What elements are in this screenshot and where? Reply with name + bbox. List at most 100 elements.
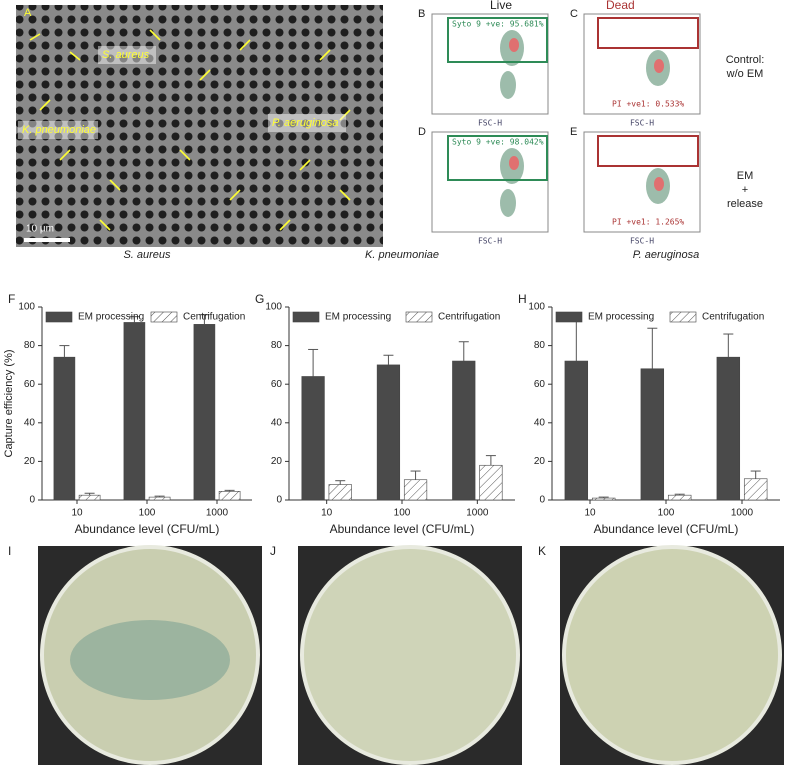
- y-tick-label: 80: [24, 340, 36, 351]
- y-tick-label: 20: [534, 456, 546, 467]
- flow-plot: [431, 131, 549, 233]
- panel-label: F: [8, 292, 15, 306]
- y-tick-label: 40: [534, 417, 546, 428]
- flow-plot: [583, 131, 701, 233]
- legend-swatch: [292, 311, 320, 323]
- plate-photo: [38, 545, 262, 765]
- bar: [452, 360, 476, 501]
- bar: [193, 324, 216, 501]
- row-label: Control:: [726, 54, 765, 66]
- column-label: Live: [490, 0, 512, 12]
- row-label: release: [727, 198, 763, 210]
- bar: [591, 497, 616, 501]
- y-tick-label: 0: [29, 495, 35, 506]
- legend-label: Centrifugation: [702, 312, 764, 323]
- bar: [667, 494, 692, 501]
- y-tick-label: 100: [18, 302, 35, 313]
- annotation: S. aureus: [102, 49, 150, 61]
- bar: [376, 364, 401, 501]
- bar: [123, 322, 146, 501]
- x-tick-label: 10: [584, 508, 596, 519]
- legend-swatch: [555, 311, 583, 323]
- legend-swatch: [669, 311, 697, 323]
- panel-label: B: [418, 8, 425, 20]
- bar: [218, 491, 241, 501]
- row-label: w/o EM: [726, 68, 764, 80]
- bar: [328, 484, 352, 501]
- column-label: Dead: [606, 0, 635, 12]
- y-tick-label: 40: [271, 417, 283, 428]
- chart-title: K. pneumoniae: [365, 249, 439, 261]
- gate-label: Syto 9 +ve: 98.042%: [452, 138, 544, 147]
- panel-label: C: [570, 8, 578, 20]
- x-tick-label: 1000: [206, 508, 229, 519]
- x-tick-label: 100: [394, 508, 411, 519]
- y-tick-label: 60: [271, 379, 283, 390]
- chart-title: S. aureus: [123, 249, 171, 261]
- y-tick-label: 40: [24, 417, 36, 428]
- y-tick-label: 100: [528, 302, 545, 313]
- y-tick-label: 0: [539, 495, 545, 506]
- panel-label: J: [270, 544, 276, 558]
- plate-photo: [298, 545, 522, 765]
- y-tick-label: 20: [24, 456, 36, 467]
- legend-swatch: [45, 311, 73, 323]
- bar: [743, 478, 768, 501]
- legend-label: EM processing: [588, 312, 654, 323]
- flow-plot: [431, 13, 549, 115]
- legend-label: Centrifugation: [183, 312, 245, 323]
- legend-label: EM processing: [325, 312, 391, 323]
- gate-label: Syto 9 +ve: 95.681%: [452, 20, 544, 29]
- chart-title: P. aeruginosa: [633, 249, 699, 261]
- x-tick-label: 100: [139, 508, 156, 519]
- axis-label: FSC-H: [478, 237, 502, 246]
- x-tick-label: 10: [321, 508, 333, 519]
- sem-image: [16, 5, 383, 247]
- y-tick-label: 60: [24, 379, 36, 390]
- bar: [148, 496, 171, 501]
- annotation: K. pneumoniae: [22, 124, 96, 136]
- scale-bar-label: 10 µm: [26, 224, 54, 235]
- x-axis-label: Abundance level (CFU/mL): [75, 522, 220, 536]
- axis-label: FSC-H: [630, 119, 654, 128]
- gate-label: PI +ve1: 1.265%: [612, 218, 684, 227]
- panel-label: A: [24, 7, 32, 19]
- plate-photo: [560, 545, 784, 765]
- bar: [78, 494, 101, 501]
- bar: [716, 356, 741, 501]
- bar: [479, 464, 503, 501]
- annotation: P. aeruginosa: [272, 117, 338, 129]
- legend-label: EM processing: [78, 312, 144, 323]
- row-label: +: [742, 184, 748, 196]
- panel-label: I: [8, 544, 11, 558]
- flow-plot: [583, 13, 701, 115]
- axis-label: FSC-H: [630, 237, 654, 246]
- x-tick-label: 10: [71, 508, 83, 519]
- x-tick-label: 100: [658, 508, 675, 519]
- y-tick-label: 0: [276, 495, 282, 506]
- row-label: EM: [737, 170, 754, 182]
- bar: [564, 360, 589, 501]
- legend-swatch: [150, 311, 178, 323]
- legend-swatch: [405, 311, 433, 323]
- y-tick-label: 20: [271, 456, 283, 467]
- bar: [301, 376, 325, 501]
- y-tick-label: 60: [534, 379, 546, 390]
- panel-label: K: [538, 544, 546, 558]
- panel-label: E: [570, 126, 577, 138]
- gate-label: PI +ve1: 0.533%: [612, 100, 684, 109]
- bar: [403, 479, 428, 501]
- y-tick-label: 100: [265, 302, 282, 313]
- bar: [640, 368, 665, 501]
- y-tick-label: 80: [271, 340, 283, 351]
- legend-label: Centrifugation: [438, 312, 500, 323]
- axis-label: FSC-H: [478, 119, 502, 128]
- panel-label: D: [418, 126, 426, 138]
- y-tick-label: 80: [534, 340, 546, 351]
- x-axis-label: Abundance level (CFU/mL): [594, 522, 739, 536]
- y-axis-label: Capture efficiency (%): [3, 349, 15, 457]
- x-axis-label: Abundance level (CFU/mL): [330, 522, 475, 536]
- panel-label: G: [255, 292, 264, 306]
- x-tick-label: 1000: [731, 508, 754, 519]
